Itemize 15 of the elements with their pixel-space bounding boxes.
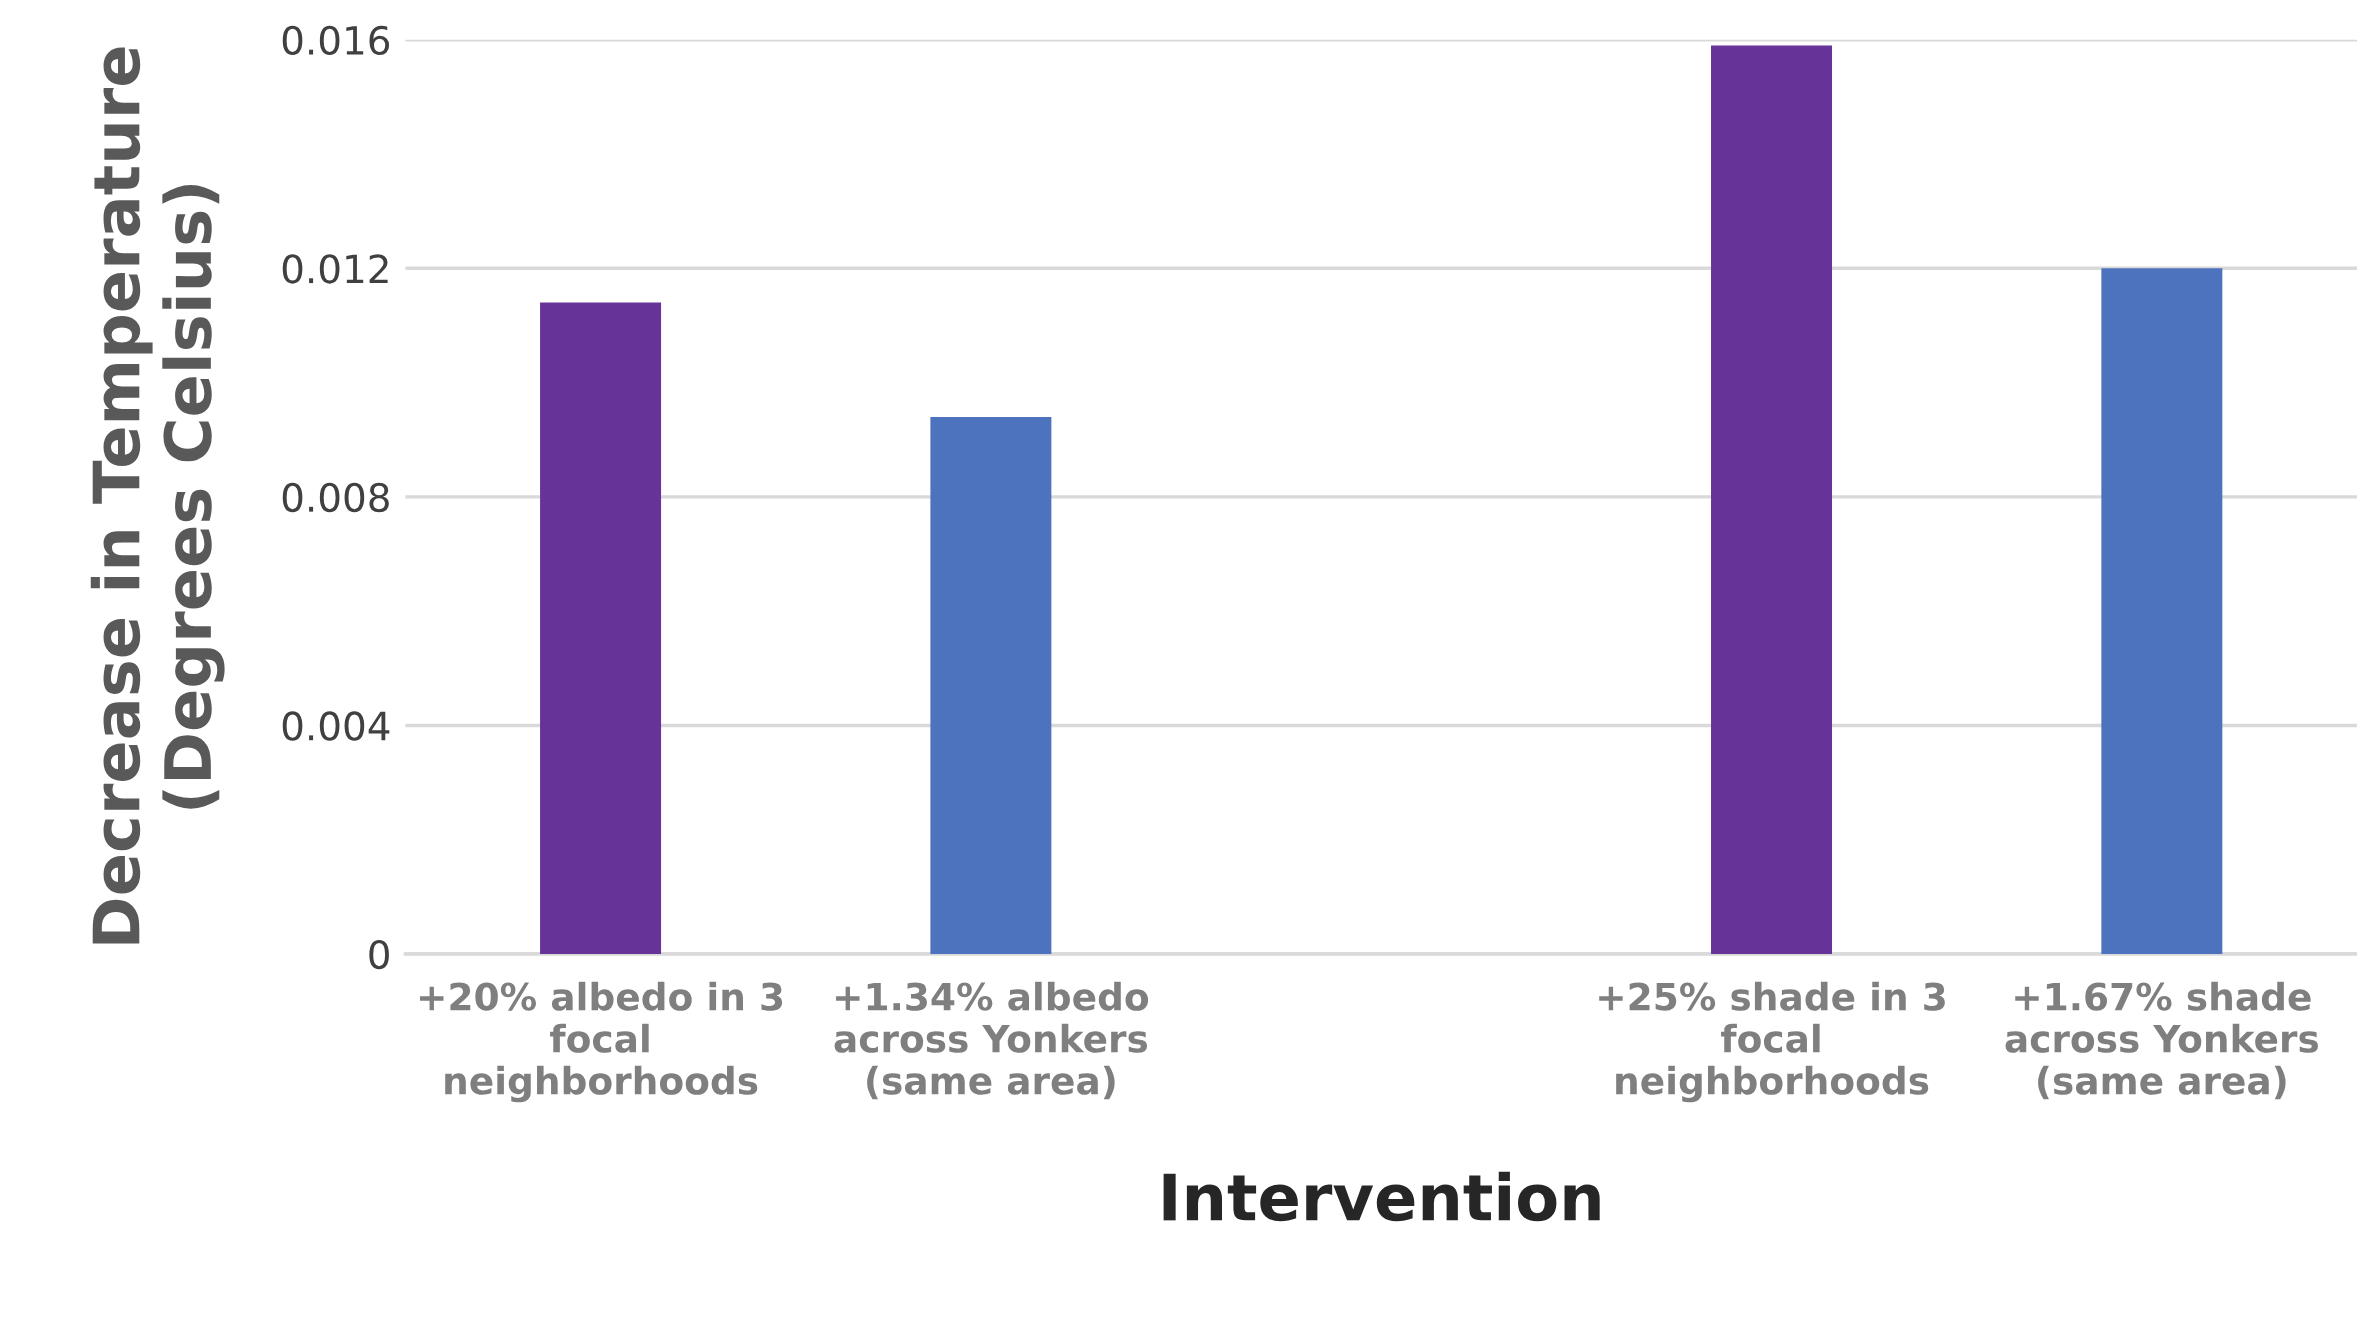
bar bbox=[2101, 268, 2223, 954]
x-tick-label: +1.34% albedo across Yonkers (same area) bbox=[834, 981, 1149, 1100]
bar bbox=[540, 302, 662, 954]
y-tick-label: 0.016 bbox=[282, 25, 390, 56]
x-tick-label: +25% shade in 3 focal neighborhoods bbox=[1599, 981, 1945, 1103]
x-axis-title: Intervention bbox=[1163, 1171, 1600, 1222]
x-tick-label: +20% albedo in 3 focal neighborhoods bbox=[420, 981, 783, 1103]
x-tick-label: +1.67% shade across Yonkers (same area) bbox=[2005, 981, 2319, 1100]
y-tick-label: 0.004 bbox=[282, 711, 390, 741]
bar bbox=[930, 416, 1052, 954]
bar bbox=[1711, 45, 1833, 954]
y-tick-label: 0 bbox=[369, 939, 389, 970]
y-tick-label: 0.012 bbox=[282, 254, 388, 284]
y-tick-label: 0.008 bbox=[282, 482, 389, 513]
y-axis-title: Decrease in Temperature (Degrees Celsius) bbox=[90, 47, 225, 944]
